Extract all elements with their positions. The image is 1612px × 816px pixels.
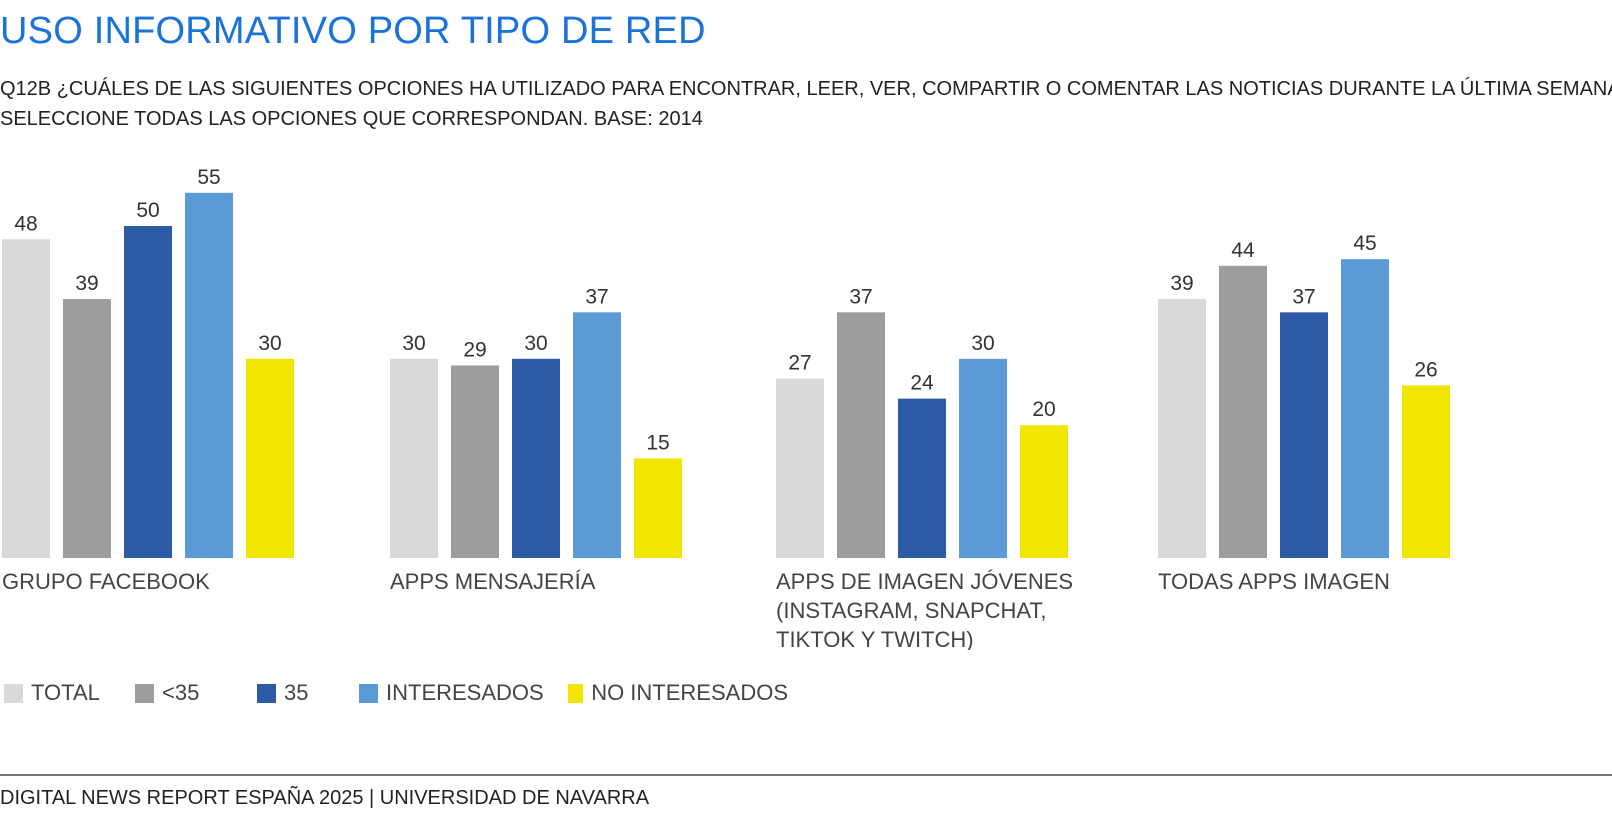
legend-swatch-3 [257, 683, 276, 703]
legend-swatch-5 [568, 683, 584, 703]
bar-2-4 [573, 312, 621, 558]
legend-label-1: TOTAL [31, 680, 100, 705]
subtitle-line-2: SELECCIONE TODAS LAS OPCIONES QUE CORRES… [0, 108, 703, 130]
bar-4-2 [1219, 265, 1267, 558]
bar-1-1 [2, 239, 50, 558]
category-label-1-line-1: GRUPO FACEBOOK [2, 569, 210, 594]
bar-group-3: 27 37 24 30 20 APPS DE IMAGEN JÓVENES (INSTAGR… [776, 285, 1073, 650]
bar-2-5 [634, 458, 682, 558]
legend-swatch-2 [135, 683, 154, 703]
value-label-4-2: 44 [1231, 239, 1255, 262]
value-label-2-2: 29 [463, 338, 486, 361]
bar-group-4: 39 44 37 45 26 TODAS APPS IMAGEN [1158, 232, 1450, 594]
bar-group-1: 48 39 50 55 30 GRUPO FACEBOOK [2, 166, 294, 594]
legend-item-4: INTERESADOS [359, 680, 568, 706]
value-label-3-5: 20 [1032, 398, 1055, 421]
category-label-3-line-2: (INSTAGRAM, SNAPCHAT, [776, 598, 1047, 623]
legend-label-2: <35 [162, 680, 200, 705]
bar-2-3 [512, 358, 560, 558]
value-label-1-5: 30 [258, 332, 281, 355]
legend-item-5: NO INTERESADOS [568, 680, 788, 706]
value-label-1-2: 39 [75, 272, 98, 295]
category-label-3-line-3: TIKTOK Y TWITCH) [776, 627, 974, 650]
legend-label-3: 35 [284, 680, 309, 705]
value-label-3-4: 30 [971, 332, 994, 355]
bar-1-2 [63, 299, 111, 558]
bar-3-5 [1020, 425, 1068, 558]
category-label-4-line-1: TODAS APPS IMAGEN [1158, 569, 1390, 594]
bar-3-2 [837, 312, 885, 558]
legend-item-1: TOTAL [4, 680, 135, 706]
bar-4-4 [1341, 259, 1389, 558]
legend-item-3: 35 [257, 680, 359, 706]
chart-title: USO INFORMATIVO POR TIPO DE RED [0, 10, 706, 52]
value-label-1-4: 55 [197, 166, 220, 189]
legend-swatch-4 [359, 683, 378, 703]
bar-2-1 [390, 358, 438, 558]
legend-label-4: INTERESADOS [386, 680, 544, 705]
value-label-4-5: 26 [1414, 358, 1437, 381]
subtitle-line-1: Q12B ¿CUÁLES DE LAS SIGUIENTES OPCIONES … [0, 78, 1612, 100]
legend-label-5: NO INTERESADOS [591, 680, 788, 705]
bar-group-2: 30 29 30 37 15 APPS MENSAJERÍA [390, 285, 682, 594]
value-label-2-1: 30 [402, 332, 425, 355]
bar-4-5 [1402, 385, 1450, 558]
bar-1-4 [185, 192, 233, 559]
footer-divider [0, 774, 1612, 776]
category-label-3-line-1: APPS DE IMAGEN JÓVENES [776, 569, 1073, 594]
value-label-4-1: 39 [1170, 272, 1193, 295]
value-label-4-4: 45 [1353, 232, 1376, 255]
bar-2-2 [451, 365, 499, 558]
bar-4-1 [1158, 299, 1206, 558]
legend-item-2: <35 [135, 680, 257, 706]
bar-3-3 [898, 398, 946, 558]
bar-chart: 48 39 50 55 30 GRUPO FACEBOOK 30 29 30 37 15 APPS M… [2, 166, 1450, 650]
category-label-2-line-1: APPS MENSAJERÍA [390, 569, 596, 594]
bar-3-1 [776, 378, 824, 558]
value-label-1-3: 50 [136, 199, 159, 222]
legend-swatch-1 [4, 683, 23, 703]
bar-3-4 [959, 358, 1007, 558]
bar-4-3 [1280, 312, 1328, 558]
value-label-1-1: 48 [14, 212, 37, 235]
value-label-3-2: 37 [849, 285, 872, 308]
bar-1-5 [246, 358, 294, 558]
value-label-3-3: 24 [910, 372, 934, 395]
chart-legend: TOTAL <35 35 INTERESADOS NO INTERESADOS [4, 678, 788, 708]
value-label-4-3: 37 [1292, 285, 1315, 308]
value-label-2-5: 15 [646, 431, 669, 454]
value-label-2-4: 37 [585, 285, 608, 308]
bar-1-3 [124, 226, 172, 558]
chart-subtitle: Q12B ¿CUÁLES DE LAS SIGUIENTES OPCIONES … [0, 74, 1612, 134]
footer-credit: DIGITAL NEWS REPORT ESPAÑA 2025 | UNIVER… [0, 787, 650, 809]
value-label-2-3: 30 [524, 332, 547, 355]
value-label-3-1: 27 [788, 352, 811, 375]
